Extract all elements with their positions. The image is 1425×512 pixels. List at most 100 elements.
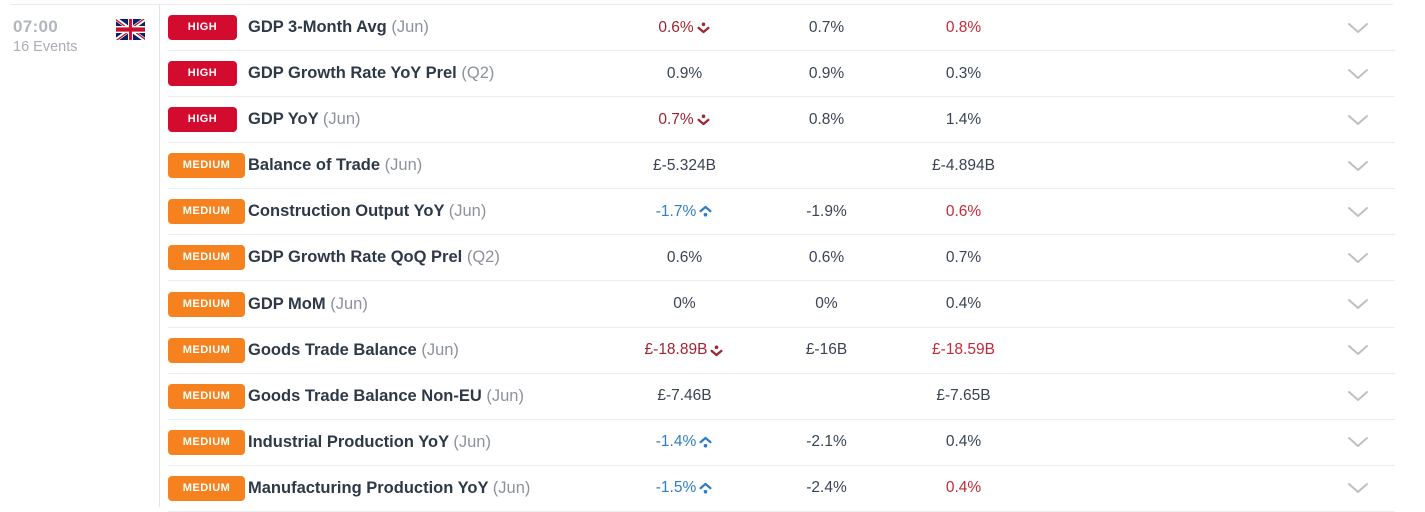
importance-badge: HIGH <box>168 15 237 41</box>
event-period: (Jun) <box>492 478 531 497</box>
chevron-down-icon[interactable] <box>1347 114 1369 126</box>
event-name: Goods Trade Balance Non-EU <box>248 386 482 405</box>
previous-cell: £-18.59B <box>894 341 1034 359</box>
event-name-cell: Balance of Trade (Jun) <box>248 156 610 175</box>
importance-cell: MEDIUM <box>168 153 248 179</box>
previous-value: 0.3% <box>945 64 982 82</box>
event-row[interactable]: HIGH GDP 3-Month Avg (Jun) 0.6% 0.7% 0.8 <box>168 5 1395 52</box>
chevron-down-icon[interactable] <box>1347 68 1369 80</box>
event-name: Industrial Production YoY <box>248 432 449 451</box>
previous-value: 0.4% <box>945 433 982 451</box>
importance-cell: MEDIUM <box>168 291 248 317</box>
consensus-value: -1.9% <box>806 202 847 220</box>
event-row[interactable]: MEDIUM GDP MoM (Jun) 0% 0% 0.4% <box>168 281 1395 328</box>
event-row[interactable]: MEDIUM Balance of Trade (Jun) £-5.324B <box>168 143 1395 190</box>
importance-cell: HIGH <box>168 15 248 41</box>
event-row[interactable]: MEDIUM Goods Trade Balance Non-EU (Jun) … <box>168 373 1396 420</box>
chevron-down-icon[interactable] <box>1347 22 1369 34</box>
consensus-cell: £-16B <box>760 341 894 359</box>
event-time: 07:00 <box>13 17 58 36</box>
actual-value: 0% <box>673 295 696 312</box>
chevron-down-icon[interactable] <box>1347 482 1369 494</box>
divider <box>10 4 1393 5</box>
event-name-cell: Construction Output YoY (Jun) <box>248 202 610 221</box>
previous-cell: 0.3% <box>894 65 1034 83</box>
trend-up-icon <box>698 435 713 450</box>
event-period: (Jun) <box>486 386 524 405</box>
previous-value: 1.4% <box>945 110 982 128</box>
expand-cell <box>1034 114 1396 126</box>
actual-cell: -1.7% <box>610 203 760 221</box>
event-row[interactable]: MEDIUM Manufacturing Production YoY (Jun… <box>168 465 1396 512</box>
previous-value: 0.8% <box>945 18 982 36</box>
event-name: GDP Growth Rate YoY Prel <box>248 64 457 83</box>
importance-badge: MEDIUM <box>168 475 245 501</box>
consensus-cell: -2.1% <box>760 433 894 451</box>
importance-badge: HIGH <box>168 107 237 133</box>
expand-cell <box>1034 68 1396 80</box>
event-row[interactable]: MEDIUM Construction Output YoY (Jun) -1.… <box>168 189 1395 236</box>
time-column: 07:00 16 Events <box>0 5 160 507</box>
trend-down-icon <box>696 112 711 127</box>
consensus-value: 0.7% <box>808 18 845 36</box>
chevron-down-icon[interactable] <box>1347 252 1369 264</box>
consensus-cell: -2.4% <box>760 479 894 497</box>
event-period: (Jun) <box>330 294 368 313</box>
event-name: Balance of Trade <box>248 156 381 175</box>
previous-value: 0.4% <box>945 479 982 497</box>
event-period: (Jun) <box>453 432 491 451</box>
event-name: GDP Growth Rate QoQ Prel <box>248 248 463 267</box>
previous-cell: 1.4% <box>894 111 1034 129</box>
consensus-value: -2.4% <box>806 479 847 497</box>
previous-cell: £-4.894B <box>894 157 1034 175</box>
event-row[interactable]: MEDIUM GDP Growth Rate QoQ Prel (Q2) 0.6… <box>168 235 1395 282</box>
importance-cell: MEDIUM <box>168 199 248 225</box>
importance-badge: MEDIUM <box>168 199 245 225</box>
event-period: (Jun) <box>322 110 361 129</box>
actual-value: £-18.89B <box>644 341 708 359</box>
actual-value: 0.6% <box>666 248 703 266</box>
actual-cell: £-5.324B <box>610 157 760 175</box>
event-row[interactable]: MEDIUM Industrial Production YoY (Jun) -… <box>168 419 1396 466</box>
event-row[interactable]: MEDIUM Goods Trade Balance (Jun) £-18.89… <box>168 327 1395 374</box>
chevron-down-icon[interactable] <box>1347 390 1369 402</box>
consensus-value: 0.6% <box>808 248 845 266</box>
chevron-down-icon[interactable] <box>1347 298 1369 310</box>
importance-cell: MEDIUM <box>168 475 248 501</box>
event-name-cell: GDP Growth Rate YoY Prel (Q2) <box>248 64 610 83</box>
event-name: Manufacturing Production YoY <box>248 478 489 497</box>
actual-cell: -1.4% <box>610 433 760 451</box>
chevron-down-icon[interactable] <box>1347 436 1369 448</box>
expand-cell <box>1034 390 1396 402</box>
chevron-down-icon[interactable] <box>1347 206 1369 218</box>
event-name-cell: Industrial Production YoY (Jun) <box>248 433 610 452</box>
event-period: (Jun) <box>391 18 429 37</box>
uk-flag-icon <box>116 19 145 40</box>
actual-cell: 0% <box>610 295 760 313</box>
actual-cell: 0.7% <box>610 111 760 129</box>
event-name: Construction Output YoY <box>248 202 445 221</box>
event-name-cell: GDP YoY (Jun) <box>248 110 610 129</box>
importance-badge: MEDIUM <box>168 245 245 271</box>
importance-badge: MEDIUM <box>168 429 245 455</box>
importance-cell: MEDIUM <box>168 429 248 455</box>
actual-cell: 0.6% <box>610 249 760 267</box>
event-name: GDP YoY <box>248 110 319 129</box>
event-row[interactable]: HIGH GDP Growth Rate YoY Prel (Q2) 0.9% … <box>168 51 1396 98</box>
actual-cell: -1.5% <box>610 479 760 497</box>
previous-value: 0.6% <box>945 202 982 220</box>
event-row[interactable]: HIGH GDP YoY (Jun) 0.7% 0.8% 1.4% <box>168 97 1396 144</box>
event-name: GDP MoM <box>248 294 326 313</box>
importance-badge: MEDIUM <box>168 337 245 363</box>
event-period: (Q2) <box>466 248 500 267</box>
expand-cell <box>1034 436 1396 448</box>
trend-down-icon <box>696 20 711 35</box>
consensus-value: 0.8% <box>808 110 845 128</box>
chevron-down-icon[interactable] <box>1347 344 1369 356</box>
importance-cell: HIGH <box>168 61 248 87</box>
expand-cell <box>1034 482 1396 494</box>
consensus-value: £-16B <box>805 341 848 359</box>
chevron-down-icon[interactable] <box>1347 160 1369 172</box>
importance-badge: MEDIUM <box>168 153 245 179</box>
